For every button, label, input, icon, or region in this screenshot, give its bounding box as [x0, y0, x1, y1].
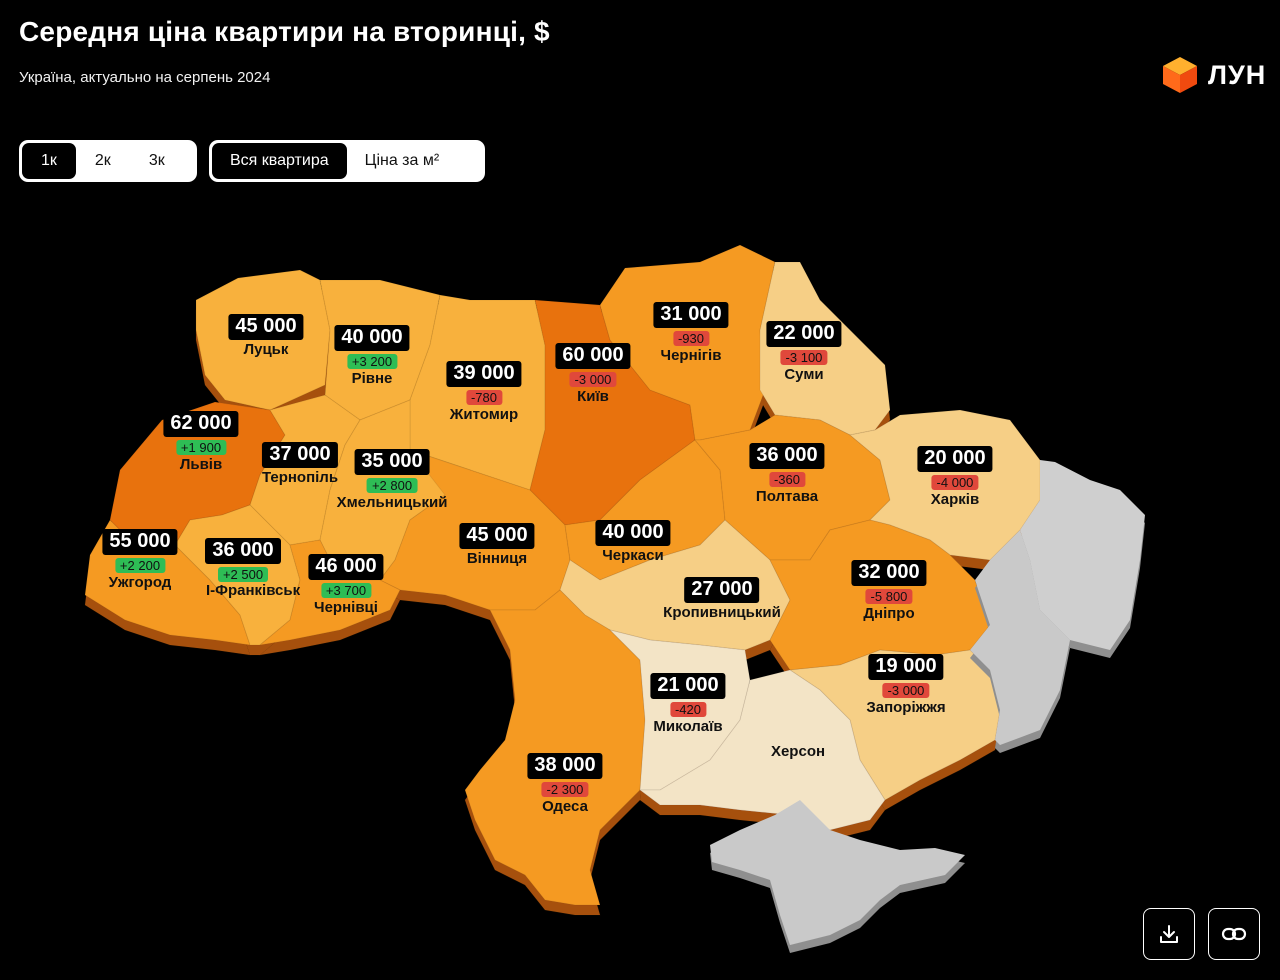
room-option-3[interactable]: 3к — [148, 152, 165, 169]
region-volyn[interactable] — [195, 269, 331, 411]
region-luhansk[interactable] — [1020, 460, 1145, 650]
region-sumy[interactable] — [759, 261, 891, 436]
download-button[interactable] — [1143, 908, 1195, 960]
mode-whole-apartment[interactable]: Вся квартира — [212, 143, 347, 179]
copy-link-button[interactable] — [1208, 908, 1260, 960]
room-option-2[interactable]: 2к — [94, 152, 111, 169]
region-kherson[interactable] — [638, 669, 886, 831]
download-icon — [1160, 925, 1178, 943]
region-donetsk[interactable] — [970, 530, 1070, 745]
region-odesa[interactable] — [464, 589, 646, 906]
room-option-1[interactable]: 1к — [22, 143, 76, 179]
cube-logo-icon — [1163, 57, 1197, 93]
brand-logo[interactable]: ЛУН — [1162, 56, 1266, 94]
price-mode-toggle: Вся квартира Ціна за м² — [209, 140, 485, 182]
region-crimea[interactable] — [710, 800, 965, 945]
page-subtitle: Україна, актуально на серпень 2024 — [19, 69, 271, 86]
page-title: Середня ціна квартири на вторинці, $ — [19, 16, 550, 47]
link-icon — [1221, 927, 1247, 941]
room-count-toggle: 1к 2к 3к — [19, 140, 197, 182]
mode-price-per-m2[interactable]: Ціна за м² — [364, 152, 440, 169]
logo-wordmark: ЛУН — [1208, 59, 1267, 90]
